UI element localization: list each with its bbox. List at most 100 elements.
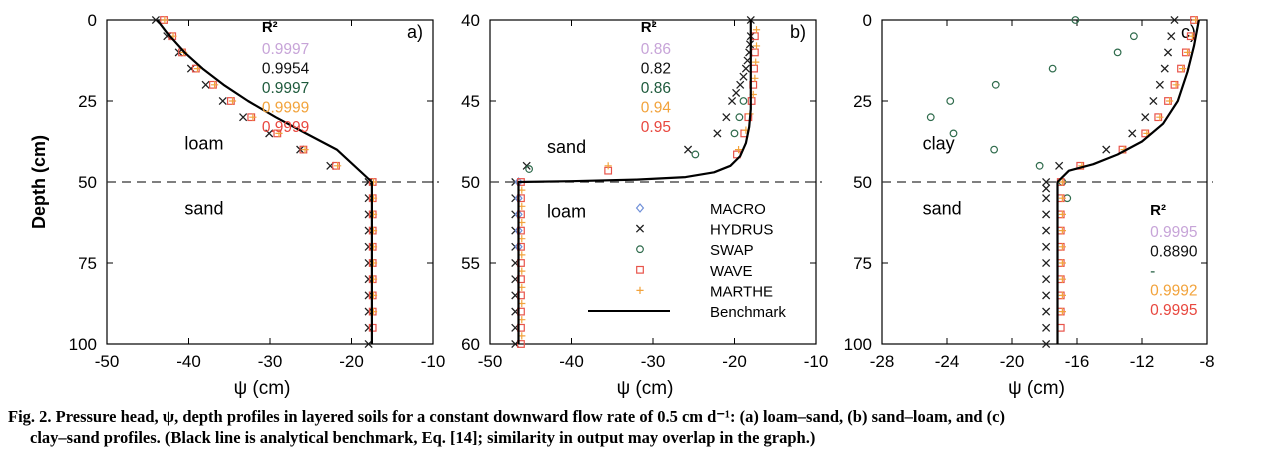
legend-marker bbox=[636, 245, 644, 254]
data-point bbox=[1042, 339, 1051, 349]
data-point bbox=[1183, 48, 1192, 56]
panel-a: -50 -40 -30 -20 -10 0 25 50 75 100 ψ (cm) Depth (cm… bbox=[29, 11, 445, 399]
data-point bbox=[201, 80, 210, 89]
legend-marker bbox=[636, 265, 644, 274]
data-point bbox=[734, 146, 743, 154]
data-point bbox=[949, 129, 958, 138]
data-point bbox=[1058, 243, 1066, 251]
y-tick-label: 75 bbox=[853, 254, 872, 273]
data-point bbox=[735, 113, 744, 122]
data-point bbox=[1042, 258, 1051, 268]
data-point bbox=[1167, 32, 1176, 41]
series-group bbox=[511, 15, 761, 349]
y-tick-label: 50 bbox=[78, 173, 97, 192]
data-point bbox=[1058, 275, 1066, 283]
data-point bbox=[334, 162, 342, 170]
x-tick-label: -8 bbox=[1199, 352, 1214, 371]
data-point bbox=[1042, 177, 1051, 187]
data-point bbox=[1042, 275, 1051, 284]
series-swap bbox=[525, 97, 748, 173]
data-point bbox=[751, 74, 759, 82]
benchmark-line bbox=[1056, 19, 1200, 344]
data-point bbox=[1058, 194, 1066, 202]
y-tick-label: 25 bbox=[78, 92, 97, 111]
y-tick-label: 25 bbox=[853, 92, 872, 111]
legend-marker bbox=[635, 224, 645, 233]
x-tick-label: -20 bbox=[1000, 352, 1025, 371]
y-tick-label: 50 bbox=[461, 173, 480, 192]
data-point bbox=[1042, 184, 1051, 193]
legend-label: HYDRUS bbox=[710, 222, 773, 239]
legend-marker bbox=[635, 203, 645, 213]
x-tick-label: -30 bbox=[258, 352, 283, 371]
x-axis-label: ψ (cm) bbox=[617, 378, 674, 399]
y-tick-label: 0 bbox=[863, 11, 872, 30]
data-point bbox=[525, 165, 534, 173]
series-marthe bbox=[1058, 16, 1200, 316]
r2-value-wave: 0.9999 bbox=[262, 119, 309, 136]
series-swap bbox=[926, 16, 1138, 203]
data-point bbox=[193, 65, 202, 73]
layer-label: loam bbox=[547, 202, 586, 222]
legend-label: SWAP bbox=[710, 242, 754, 259]
data-point bbox=[1055, 161, 1064, 170]
r2-title: R² bbox=[1150, 202, 1166, 219]
legend-item-swap: SWAP bbox=[636, 242, 754, 259]
y-tick-label: 45 bbox=[461, 92, 480, 111]
r2-value-macro: 0.9995 bbox=[1150, 224, 1197, 241]
legend-marker bbox=[636, 286, 644, 294]
data-point bbox=[522, 161, 531, 170]
data-point bbox=[752, 58, 760, 66]
y-tick-label: 100 bbox=[69, 335, 97, 354]
x-axis-label: ψ (cm) bbox=[234, 378, 291, 399]
layer-label: clay bbox=[923, 134, 955, 154]
data-point bbox=[275, 129, 283, 137]
data-point bbox=[161, 16, 169, 24]
y-tick-label: 60 bbox=[461, 335, 480, 354]
data-point bbox=[218, 96, 227, 106]
data-point bbox=[1160, 64, 1169, 73]
layer-label: sand bbox=[184, 198, 223, 218]
data-point bbox=[713, 129, 722, 138]
data-point bbox=[1058, 227, 1066, 235]
data-point bbox=[1149, 96, 1158, 106]
data-point bbox=[1071, 16, 1080, 24]
r2-value-marthe: 0.9992 bbox=[1150, 283, 1197, 300]
x-tick-label: -10 bbox=[421, 352, 446, 371]
data-point bbox=[730, 129, 739, 138]
data-point bbox=[752, 26, 761, 34]
data-point bbox=[750, 48, 759, 57]
legend-label: Benchmark bbox=[710, 304, 786, 321]
data-point bbox=[1166, 97, 1174, 105]
x-axis-label: ψ (cm) bbox=[1008, 378, 1065, 399]
data-point bbox=[249, 113, 257, 121]
legend-item-benchmark: Benchmark bbox=[588, 304, 786, 321]
data-point bbox=[301, 146, 309, 154]
r2-title: R² bbox=[641, 19, 657, 36]
data-point bbox=[1155, 80, 1164, 89]
y-axis-label: Depth (cm) bbox=[29, 135, 49, 229]
data-point bbox=[1058, 210, 1066, 218]
data-point bbox=[604, 162, 612, 170]
data-point bbox=[1128, 129, 1137, 138]
panel-b: -50 -40 -30 -20 -10 40 45 50 55 60 ψ (cm) b) sand loa… bbox=[461, 11, 828, 399]
r2-value-macro: 0.9997 bbox=[262, 41, 309, 58]
x-tick-label: -24 bbox=[935, 352, 960, 371]
layer-label: loam bbox=[184, 134, 223, 154]
data-point bbox=[1113, 48, 1122, 57]
x-tick-label: -12 bbox=[1130, 352, 1155, 371]
data-point bbox=[691, 150, 700, 159]
benchmark-line bbox=[156, 19, 373, 344]
data-point bbox=[1172, 81, 1180, 89]
data-point bbox=[1163, 48, 1173, 57]
data-point bbox=[1035, 161, 1044, 170]
r2-value-hydrus: 0.9954 bbox=[262, 61, 310, 78]
r2-value-wave: 0.9995 bbox=[1150, 302, 1197, 319]
data-point bbox=[1042, 210, 1051, 219]
data-point bbox=[946, 97, 955, 105]
r2-value-marthe: 0.94 bbox=[641, 100, 672, 117]
x-tick-label: -40 bbox=[559, 352, 584, 371]
data-point bbox=[1141, 113, 1150, 122]
x-tick-label: -30 bbox=[641, 352, 666, 371]
